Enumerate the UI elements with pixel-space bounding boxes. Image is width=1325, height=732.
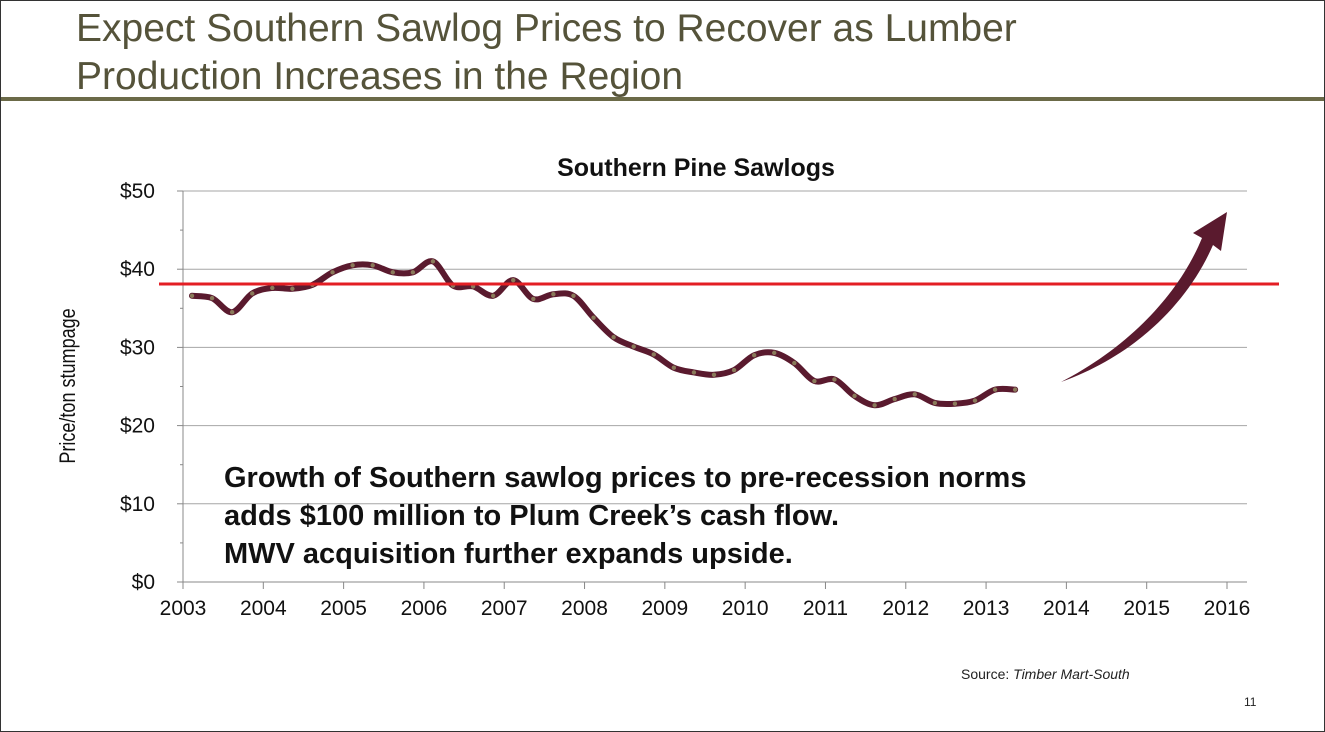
- price-data-point: [390, 270, 395, 275]
- y-axis-label: Price/ton stumpage: [56, 308, 80, 463]
- price-data-point: [511, 277, 516, 283]
- chart-gridlines: [183, 190, 1247, 505]
- price-data-point: [229, 310, 235, 315]
- page-number: 11: [1244, 695, 1257, 709]
- price-data-point: [932, 400, 938, 406]
- x-tick-label: 2003: [160, 597, 207, 620]
- price-data-point: [189, 293, 195, 298]
- price-data-point: [892, 396, 897, 402]
- price-data-point: [872, 403, 877, 408]
- chart-series: [189, 258, 1019, 409]
- price-data-point: [832, 377, 837, 382]
- projection-arrow: [1061, 212, 1227, 382]
- x-tick-label: 2005: [320, 597, 367, 620]
- price-data-point: [490, 293, 496, 298]
- price-data-point: [290, 286, 295, 291]
- slide-title-line-1: Expect Southern Sawlog Prices to Recover…: [76, 7, 1017, 50]
- y-tick-label: $0: [132, 571, 155, 594]
- y-tick-label: $40: [120, 258, 155, 281]
- slide-title: Expect Southern Sawlog Prices to Recover…: [76, 5, 1276, 101]
- x-tick-label: 2014: [1043, 597, 1090, 620]
- callout-text: Growth of Southern sawlog prices to pre-…: [224, 459, 1026, 573]
- source-note: Source: Timber Mart-South: [961, 666, 1130, 682]
- price-data-point: [852, 393, 857, 399]
- price-data-point: [972, 398, 978, 403]
- chart-axes: [177, 190, 1247, 589]
- source-label: Source:: [961, 666, 1014, 682]
- price-data-point: [370, 263, 375, 268]
- x-tick-label: 2012: [882, 597, 929, 620]
- slide-title-line-2: Production Increases in the Region: [76, 55, 684, 98]
- projection-arrow-shape: [1061, 212, 1227, 382]
- chart-title: Southern Pine Sawlogs: [557, 154, 835, 182]
- price-data-point: [350, 263, 355, 268]
- price-data-point: [531, 296, 536, 302]
- chart-tick-labels: $0 $10 $20 $30 $40 $50 2003 2004 2005 2006 2007 200…: [120, 180, 1250, 620]
- callout-line-2: adds $100 million to Plum Creek’s cash f…: [224, 500, 840, 532]
- y-tick-label: $30: [120, 336, 155, 359]
- price-data-point: [912, 392, 917, 397]
- price-data-point: [591, 315, 596, 320]
- source-name: Timber Mart-South: [1013, 666, 1130, 682]
- price-data-point: [691, 370, 697, 375]
- x-tick-label: 2008: [561, 597, 608, 620]
- price-data-point: [812, 378, 817, 384]
- x-tick-label: 2013: [963, 597, 1010, 620]
- price-data-point: [711, 372, 717, 377]
- x-tick-label: 2004: [240, 597, 287, 620]
- price-data-point: [270, 285, 275, 291]
- x-tick-label: 2010: [722, 597, 769, 620]
- y-tick-label: $50: [120, 180, 155, 203]
- price-data-point: [651, 352, 656, 357]
- y-tick-label: $20: [120, 415, 155, 438]
- price-data-point: [631, 344, 636, 349]
- price-data-point: [551, 292, 556, 297]
- price-data-point: [731, 367, 737, 373]
- price-data-point: [330, 270, 335, 275]
- x-tick-label: 2006: [401, 597, 448, 620]
- price-data-point: [1012, 387, 1018, 392]
- price-data-point: [792, 360, 797, 366]
- x-tick-label: 2007: [481, 597, 528, 620]
- price-data-point: [410, 270, 416, 275]
- callout-line-3: MWV acquisition further expands upside.: [224, 538, 793, 570]
- price-data-point: [952, 401, 958, 406]
- x-tick-label: 2011: [803, 597, 848, 620]
- x-tick-label: 2015: [1123, 597, 1170, 620]
- price-data-point: [571, 293, 576, 298]
- price-data-point: [430, 259, 436, 264]
- x-tick-label: 2009: [641, 597, 688, 620]
- price-data-point: [992, 387, 998, 392]
- price-data-point: [751, 353, 757, 358]
- title-divider: [1, 97, 1324, 101]
- price-data-point: [671, 365, 677, 370]
- price-data-point: [611, 335, 616, 340]
- callout-line-1: Growth of Southern sawlog prices to pre-…: [224, 462, 1027, 494]
- price-data-point: [209, 295, 215, 301]
- price-data-point: [250, 291, 255, 296]
- price-data-point: [772, 350, 777, 356]
- x-tick-label: 2016: [1204, 597, 1251, 620]
- y-tick-label: $10: [120, 493, 155, 516]
